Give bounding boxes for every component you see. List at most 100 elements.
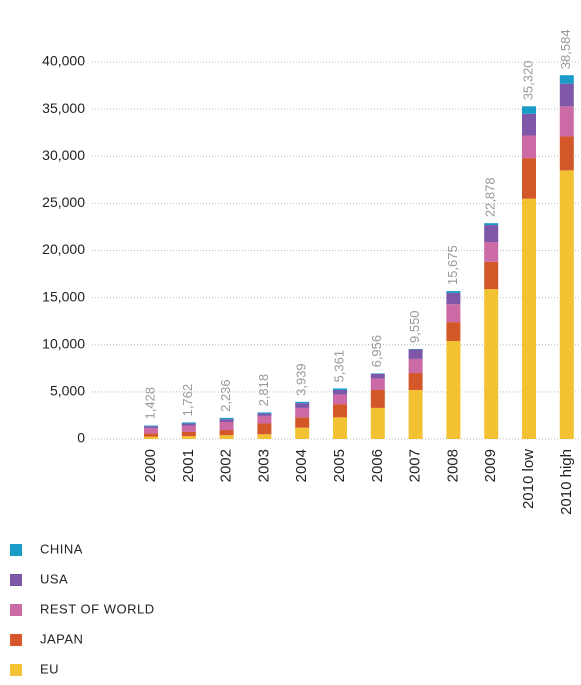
total-label: 15,675: [445, 245, 460, 285]
bar-segment: [409, 390, 423, 439]
bar-segment: [295, 417, 309, 427]
total-label: 2,818: [256, 374, 271, 407]
x-tick-label: 2005: [331, 449, 348, 482]
bar-segment: [484, 242, 498, 262]
y-tick-label: 0: [77, 430, 85, 446]
bar-segment: [560, 75, 574, 83]
bar-segment: [182, 426, 196, 432]
bar-segment: [220, 435, 234, 439]
bar-segment: [220, 422, 234, 430]
bar-segment: [409, 359, 423, 373]
bar-segment: [257, 423, 271, 434]
legend-swatch: [10, 544, 22, 556]
total-label: 2,236: [218, 379, 233, 412]
bar-segment: [144, 437, 158, 439]
bar-segment: [257, 416, 271, 424]
x-tick-label: 2007: [407, 449, 424, 482]
x-tick-label: 2010 low: [520, 449, 537, 509]
bar-segment: [295, 403, 309, 408]
bar-segment: [522, 114, 536, 136]
bar-segment: [522, 199, 536, 439]
total-label: 22,878: [483, 177, 498, 217]
bar-segment: [144, 426, 158, 427]
bar-segment: [446, 304, 460, 322]
bar-segment: [182, 423, 196, 425]
legend-label: JAPAN: [40, 631, 83, 646]
y-tick-label: 20,000: [42, 241, 85, 257]
bar-segment: [371, 390, 385, 408]
bar-segment: [295, 408, 309, 417]
legend-label: CHINA: [40, 541, 83, 556]
legend-label: REST OF WORLD: [40, 601, 155, 616]
bar-segment: [257, 414, 271, 416]
bar-segment: [484, 289, 498, 439]
total-label: 5,361: [331, 350, 346, 383]
bar-segment: [446, 293, 460, 304]
legend-swatch: [10, 604, 22, 616]
x-tick-label: 2000: [142, 449, 159, 482]
bar-segment: [144, 428, 158, 433]
bar-segment: [182, 432, 196, 436]
x-tick-label: 2004: [293, 449, 310, 482]
y-tick-label: 35,000: [42, 100, 85, 116]
y-tick-label: 30,000: [42, 147, 85, 163]
bar-segment: [144, 426, 158, 428]
bar-segment: [446, 341, 460, 439]
bar-segment: [560, 106, 574, 136]
bar-segment: [484, 262, 498, 289]
legend-label: USA: [40, 571, 68, 586]
bar-segment: [295, 402, 309, 403]
x-tick-label: 2002: [218, 449, 235, 482]
bar-segment: [522, 158, 536, 199]
total-label: 9,550: [407, 310, 422, 343]
y-tick-label: 10,000: [42, 335, 85, 351]
bar-segment: [295, 428, 309, 439]
x-tick-label: 2009: [482, 449, 499, 482]
legend-swatch: [10, 574, 22, 586]
bar-segment: [371, 408, 385, 439]
bar-segment: [484, 223, 498, 225]
bar-segment: [409, 373, 423, 390]
bar-segment: [182, 422, 196, 423]
legend-label: EU: [40, 661, 59, 676]
bar-segment: [446, 291, 460, 293]
x-tick-label: 2003: [255, 449, 272, 482]
bar-segment: [484, 225, 498, 242]
x-tick-label: 2008: [444, 449, 461, 482]
bar-segment: [333, 388, 347, 390]
bar-segment: [560, 170, 574, 439]
total-label: 6,956: [369, 335, 384, 368]
bar-segment: [371, 379, 385, 390]
bar-segment: [257, 412, 271, 413]
total-label: 3,939: [294, 363, 309, 396]
bar-segment: [182, 436, 196, 439]
bar-segment: [371, 374, 385, 379]
bar-segment: [333, 395, 347, 404]
bar-segment: [409, 349, 423, 358]
y-tick-label: 40,000: [42, 53, 85, 69]
bar-segment: [333, 390, 347, 395]
x-tick-label: 2010 high: [558, 449, 575, 515]
bar-segment: [446, 322, 460, 341]
y-tick-label: 5,000: [50, 383, 85, 399]
bar-segment: [144, 433, 158, 436]
bar-segment: [560, 136, 574, 170]
x-tick-label: 2001: [180, 449, 197, 482]
bar-segment: [560, 84, 574, 107]
x-tick-label: 2006: [369, 449, 386, 482]
total-label: 1,428: [142, 387, 157, 420]
total-label: 35,320: [520, 61, 535, 101]
bar-segment: [333, 417, 347, 439]
total-label: 1,762: [180, 384, 195, 417]
legend-swatch: [10, 634, 22, 646]
bar-segment: [522, 106, 536, 114]
bar-segment: [220, 418, 234, 419]
bar-segment: [220, 419, 234, 422]
y-tick-label: 25,000: [42, 194, 85, 210]
bar-segment: [371, 373, 385, 374]
bar-segment: [333, 404, 347, 417]
total-label: 38,584: [558, 29, 573, 69]
bar-segment: [257, 434, 271, 439]
bar-segment: [220, 430, 234, 435]
